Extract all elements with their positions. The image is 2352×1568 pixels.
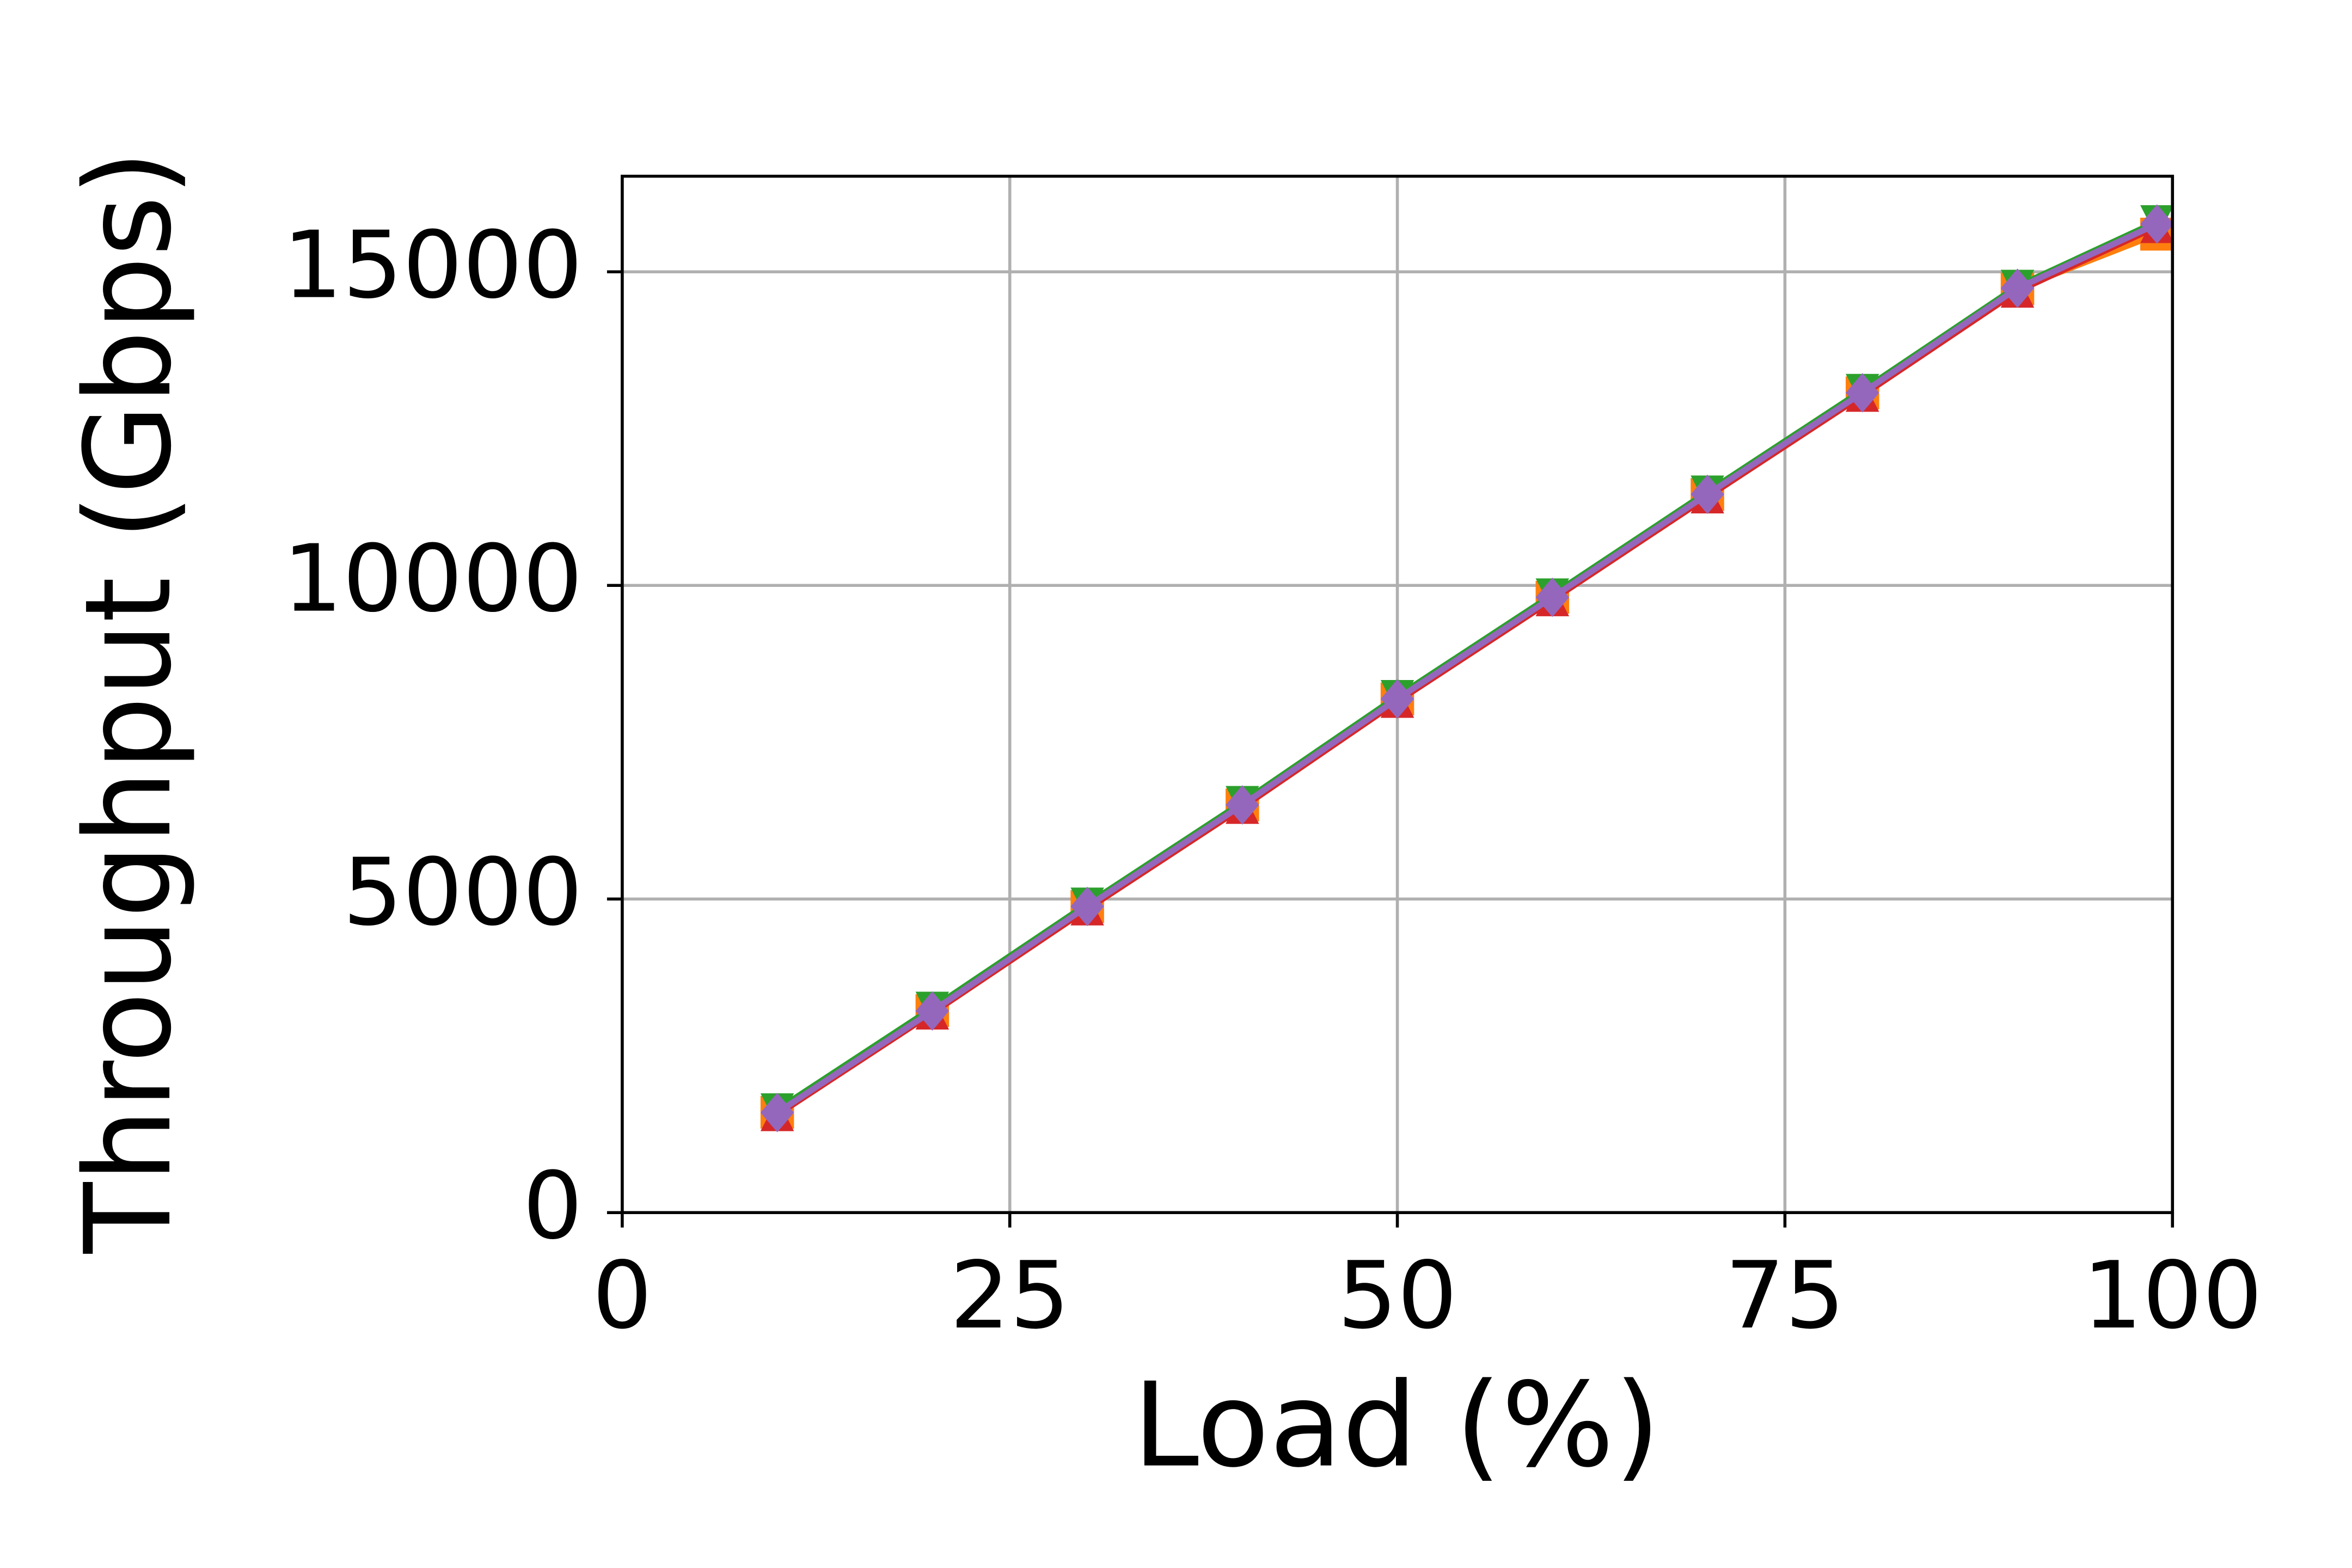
x-tick-label: 75: [1725, 1242, 1845, 1350]
x-tick-label: 100: [2082, 1242, 2263, 1350]
series-line: [775, 224, 2159, 1118]
x-axis-label: Load (%): [1133, 1358, 1661, 1493]
marker: [1846, 373, 1879, 413]
x-tick-label: 50: [1337, 1242, 1457, 1350]
marker: [1226, 785, 1259, 825]
y-axis-label: Throughput (Gbps): [59, 150, 197, 1254]
marker: [1535, 577, 1570, 617]
marker: [2000, 268, 2035, 308]
x-tick-label: 25: [950, 1242, 1070, 1350]
y-tick-label: 5000: [342, 839, 583, 946]
x-tick-label: 0: [592, 1242, 652, 1350]
y-tick-label: 15000: [283, 212, 583, 319]
marker: [760, 1093, 794, 1132]
plot-frame: [621, 174, 2175, 1214]
y-tick-label: 10000: [283, 525, 583, 633]
marker: [915, 991, 950, 1031]
series-line: [775, 221, 2159, 1116]
marker: [1380, 679, 1414, 719]
marker: [1070, 886, 1104, 927]
y-tick-label: 0: [523, 1153, 583, 1260]
marker: [2140, 204, 2174, 244]
